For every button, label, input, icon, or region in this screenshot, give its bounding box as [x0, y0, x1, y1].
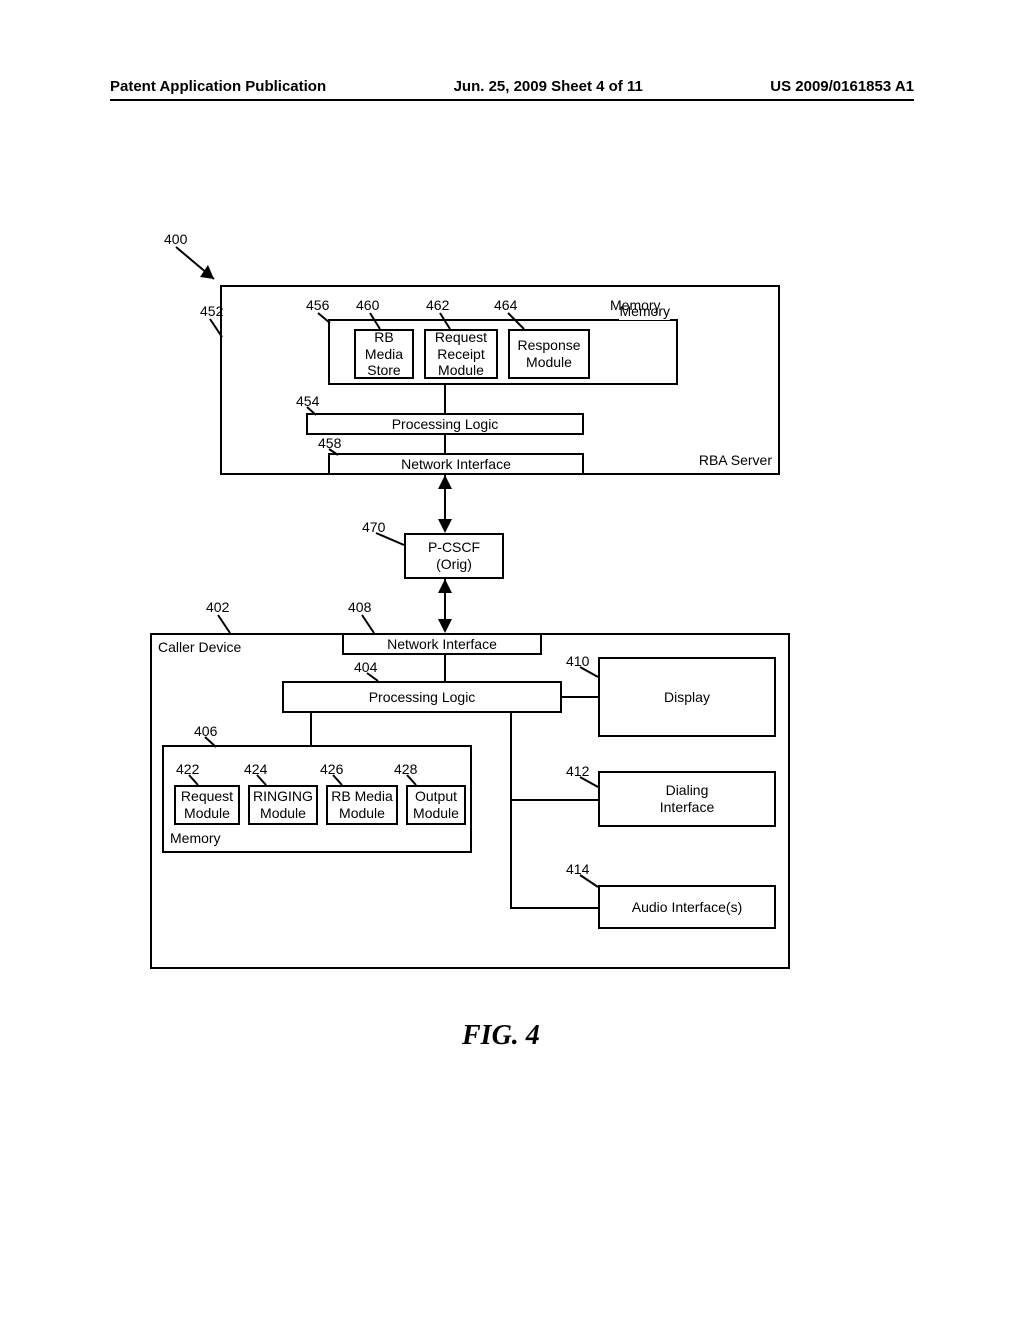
conn-bus-audio	[510, 907, 598, 909]
rb-media-store-text: RB Media Store	[365, 329, 403, 379]
conn-proc-mem-c	[310, 713, 312, 745]
request-receipt-text: Request Receipt Module	[435, 329, 487, 379]
leader-404	[364, 671, 382, 685]
header-center: Jun. 25, 2009 Sheet 4 of 11	[454, 78, 643, 95]
p-cscf-text: P-CSCF (Orig)	[428, 539, 480, 573]
leader-422	[186, 773, 202, 787]
leader-412	[576, 775, 600, 791]
leader-428	[404, 773, 420, 787]
rb-media-module-text: RB Media Module	[331, 788, 392, 822]
net-if-caller-text: Network Interface	[387, 636, 497, 653]
leader-460	[366, 311, 384, 331]
conn-bus-dialing	[510, 799, 598, 801]
header-right: US 2009/0161853 A1	[770, 78, 914, 95]
figure-4-diagram: 400 RBA Server 452 Memory Memory 456 RB …	[110, 225, 920, 985]
conn-proc-display	[562, 696, 598, 698]
leader-464	[504, 311, 528, 331]
net-if-caller-box: Network Interface	[342, 633, 542, 655]
proc-logic-caller-box: Processing Logic	[282, 681, 562, 713]
header-left: Patent Application Publication	[110, 78, 326, 95]
conn-proc-net	[444, 435, 446, 453]
page-header: Patent Application Publication Jun. 25, …	[110, 78, 914, 101]
leader-470	[372, 531, 406, 549]
response-module-box: Response Module	[508, 329, 590, 379]
leader-424	[254, 773, 270, 787]
memory-caller-label: Memory	[170, 830, 221, 847]
response-module-text: Response Module	[517, 337, 580, 371]
leader-462	[436, 311, 454, 331]
proc-logic-top-text: Processing Logic	[392, 416, 499, 433]
ringing-module-text: RINGING Module	[253, 788, 313, 822]
display-box: Display	[598, 657, 776, 737]
arrow-up-1	[438, 475, 452, 489]
leader-414	[576, 873, 600, 891]
net-if-top-text: Network Interface	[401, 456, 511, 473]
request-receipt-box: Request Receipt Module	[424, 329, 498, 379]
leader-452	[206, 317, 226, 341]
rb-media-module-box: RB Media Module	[326, 785, 398, 825]
ringing-module-box: RINGING Module	[248, 785, 318, 825]
conn-netif-proc-c	[444, 655, 446, 681]
dialing-interface-text: Dialing Interface	[660, 782, 714, 816]
request-module-box: Request Module	[174, 785, 240, 825]
p-cscf-box: P-CSCF (Orig)	[404, 533, 504, 579]
proc-logic-top-box: Processing Logic	[306, 413, 584, 435]
audio-interfaces-text: Audio Interface(s)	[632, 899, 743, 916]
output-module-text: Output Module	[413, 788, 459, 822]
arrow-down-1	[438, 519, 452, 533]
figure-caption: FIG. 4	[462, 1020, 540, 1052]
rba-server-label: RBA Server	[699, 452, 772, 469]
leader-458	[326, 447, 342, 459]
request-module-text: Request Module	[181, 788, 233, 822]
memory-top-label2: Memory	[610, 297, 661, 313]
bus-vline	[510, 713, 512, 907]
leader-426	[330, 773, 346, 787]
leader-454	[304, 405, 320, 419]
display-text: Display	[664, 689, 710, 706]
leader-410	[576, 665, 600, 681]
conn-mem-proc	[444, 385, 446, 413]
arrow-down-2	[438, 619, 452, 633]
leader-456	[314, 311, 334, 327]
proc-logic-caller-text: Processing Logic	[369, 689, 476, 706]
net-if-top-box: Network Interface	[328, 453, 584, 475]
dialing-interface-box: Dialing Interface	[598, 771, 776, 827]
output-module-box: Output Module	[406, 785, 466, 825]
caller-device-label: Caller Device	[158, 639, 241, 656]
audio-interfaces-box: Audio Interface(s)	[598, 885, 776, 929]
rb-media-store-box: RB Media Store	[354, 329, 414, 379]
leader-406	[202, 735, 220, 751]
arrow-up-2	[438, 579, 452, 593]
